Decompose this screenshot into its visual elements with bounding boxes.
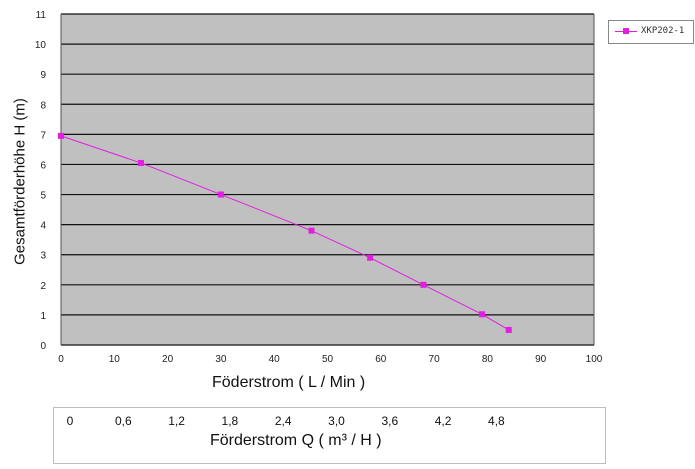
y-tick-label: 7: [40, 130, 46, 141]
secondary-axis-title: Förderstrom Q ( m³ / H ): [210, 432, 382, 449]
legend-marker-swatch: [623, 28, 629, 34]
data-point: [58, 132, 64, 139]
plot-area: [61, 14, 594, 345]
y-tick-label: 8: [40, 100, 46, 111]
x-tick-label: 50: [322, 354, 334, 365]
y-tick-label: 10: [35, 40, 47, 51]
data-point: [420, 281, 427, 288]
secondary-tick-label: 0,6: [114, 414, 132, 428]
data-point: [367, 254, 374, 261]
y-axis-title: Gesamtförderhöhe H (m): [11, 98, 29, 265]
secondary-axis-panel: Förderstrom Q ( m³ / H ) 0 0,6 1,2 1,8 2,4 3,…: [53, 407, 606, 464]
y-tick-label: 4: [40, 221, 46, 232]
series-line: [60, 135, 509, 331]
data-point: [505, 326, 512, 333]
x-tick-label: 100: [586, 354, 603, 365]
y-tick-label: 6: [40, 160, 46, 171]
x-tick-label: 10: [109, 354, 121, 365]
x-tick-label: 70: [429, 354, 441, 365]
y-tick-label: 11: [36, 10, 47, 21]
secondary-tick-label: 4,8: [488, 414, 505, 428]
secondary-tick-label: 0: [66, 414, 74, 428]
x-tick-label: 40: [269, 354, 281, 365]
secondary-tick-label: 3,0: [328, 414, 345, 428]
x-tick-label: 90: [535, 354, 547, 365]
x-tick-label: 20: [162, 354, 174, 365]
legend-label: XKP202-1: [641, 26, 685, 36]
legend: XKP202-1: [608, 20, 694, 44]
y-tick-label: 3: [40, 251, 46, 262]
y-tick-label: 0: [40, 341, 46, 352]
y-tick-label: 2: [40, 281, 46, 292]
x-tick-label: 60: [375, 354, 387, 365]
x-tick-label: 30: [215, 354, 227, 365]
x-axis-title: Föderstrom ( L / Min ): [212, 374, 366, 391]
secondary-tick-label: 4,2: [434, 414, 452, 428]
data-point: [217, 191, 224, 198]
secondary-tick-label: 2,4: [274, 414, 292, 428]
secondary-tick-label: 1,2: [168, 414, 185, 428]
secondary-tick-label: 3,6: [381, 414, 399, 428]
y-tick-label: 1: [40, 311, 46, 322]
x-tick-label: 0: [58, 354, 64, 365]
y-tick-label: 5: [40, 191, 46, 202]
x-tick-label: 80: [482, 354, 494, 365]
data-point: [479, 311, 486, 318]
secondary-tick-label: 1,8: [221, 414, 239, 428]
data-point: [137, 159, 144, 166]
y-tick-label: 9: [40, 70, 46, 81]
data-point: [308, 227, 315, 234]
